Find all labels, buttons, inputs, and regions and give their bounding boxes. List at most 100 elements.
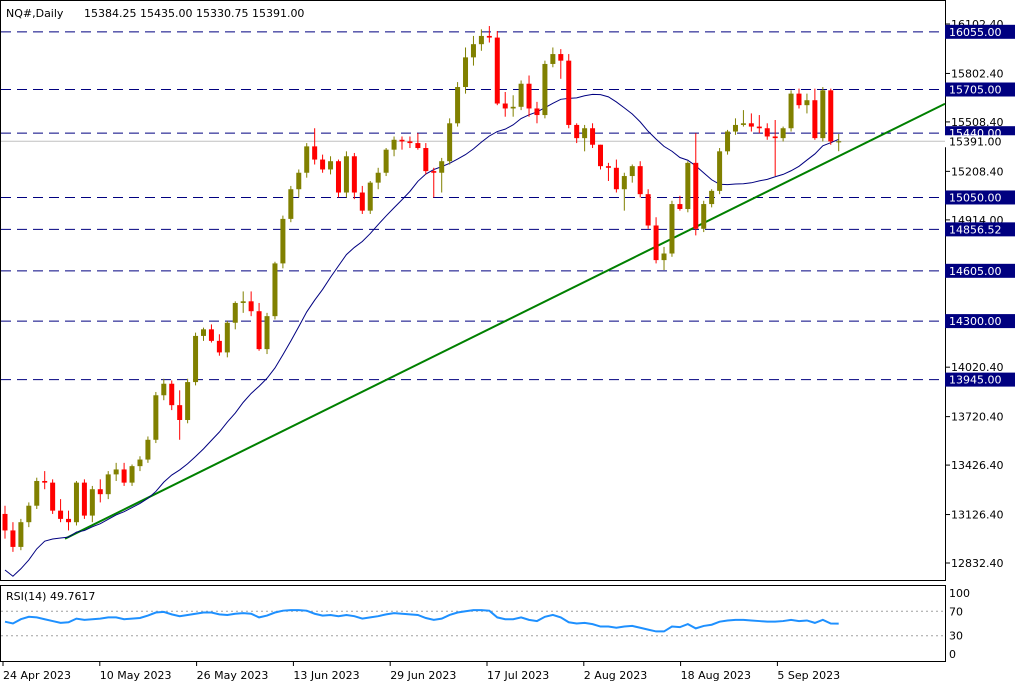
candlestick-series	[2, 26, 842, 552]
moving-average	[4, 93, 839, 577]
candle-body	[566, 60, 572, 125]
candle-body	[423, 148, 429, 172]
candle-body	[288, 189, 294, 219]
candle-body	[772, 136, 778, 139]
candle-body	[399, 139, 405, 142]
rsi-panel-frame	[0, 585, 946, 662]
candle-body	[105, 474, 111, 495]
candle-body	[216, 340, 222, 353]
candle-body	[804, 100, 810, 106]
horizontal-levels	[1, 31, 945, 381]
time-tick-label: 18 Aug 2023	[681, 669, 751, 682]
rsi-tick-label: 30	[949, 630, 963, 643]
candle-body	[312, 146, 318, 160]
candle-body	[232, 302, 238, 323]
time-tick-label: 29 Jun 2023	[390, 669, 456, 682]
candle-body	[748, 123, 754, 127]
candle-body	[177, 405, 183, 420]
time-axis: 24 Apr 2023 10 May 2023 26 May 2023 13 Jun …	[2, 661, 840, 682]
candle-body	[447, 123, 453, 162]
time-tick-label: 17 Jul 2023	[487, 669, 549, 682]
price-tick-label: 12832.40	[951, 557, 1004, 570]
candle-body	[161, 383, 167, 396]
candle-body	[256, 311, 262, 350]
candle-body	[550, 54, 556, 64]
candle-body	[796, 93, 802, 106]
candle-body	[828, 90, 834, 142]
candle-body	[272, 263, 278, 317]
price-tick-label: 15508.40	[951, 116, 1004, 129]
level-tag-label: 14300.00	[949, 315, 1002, 328]
candle-body	[780, 128, 786, 139]
candle-body	[129, 466, 135, 483]
candle-body	[2, 513, 8, 531]
candle-body	[574, 124, 580, 139]
level-tag	[945, 372, 1015, 387]
candle-body	[669, 204, 675, 254]
candle-body	[693, 162, 699, 229]
candle-body	[185, 382, 191, 420]
candle-body	[470, 44, 476, 58]
time-tick-label: 5 Sep 2023	[777, 669, 840, 682]
candle-body	[169, 383, 175, 406]
candle-body	[296, 172, 302, 190]
candle-body	[18, 522, 24, 547]
rsi-line	[4, 609, 839, 633]
candle-body	[10, 530, 16, 547]
candle-body	[836, 141, 842, 143]
candle-body	[661, 253, 667, 261]
trendline-line	[64, 102, 946, 540]
candle-body	[558, 54, 564, 61]
candle-body	[193, 335, 199, 383]
candle-body	[510, 106, 516, 109]
candle-body	[621, 176, 627, 190]
level-tag-label: 14605.00	[949, 265, 1002, 278]
candle-body	[820, 90, 826, 139]
candle-body	[613, 167, 619, 190]
candle-body	[463, 57, 469, 88]
candle-body	[725, 131, 731, 152]
rsi-axis: 100 70 30 0	[949, 587, 970, 661]
price-axis: 16102.4015802.4015508.4015208.4014914.00…	[945, 18, 1004, 570]
current-price-label: 15391.00	[949, 135, 1002, 148]
candle-body	[431, 171, 437, 173]
rsi-tick-label: 70	[949, 605, 963, 618]
rsi-label: RSI(14) 49.7617	[6, 590, 95, 603]
candle-body	[359, 192, 365, 211]
candle-body	[637, 166, 643, 195]
candle-body	[542, 63, 548, 116]
candle-body	[73, 482, 79, 523]
price-tick-label: 13720.40	[951, 411, 1004, 424]
candle-body	[534, 108, 540, 116]
rsi-polyline	[4, 609, 839, 633]
level-tag-label: 14856.52	[949, 223, 1002, 236]
candle-body	[50, 482, 56, 511]
candle-body	[224, 322, 230, 353]
candle-body	[121, 469, 127, 483]
candle-body	[97, 489, 103, 495]
time-tick-label: 10 May 2023	[100, 669, 172, 682]
candle-body	[248, 301, 254, 312]
level-tag	[945, 24, 1015, 39]
rsi-tick-label: 0	[949, 648, 956, 661]
candle-body	[34, 480, 40, 506]
price-tick-label: 13126.40	[951, 509, 1004, 522]
candle-body	[685, 162, 691, 210]
candle-body	[701, 204, 707, 229]
candle-body	[518, 83, 524, 107]
candle-body	[328, 161, 334, 170]
candle-body	[137, 459, 143, 467]
candle-body	[42, 480, 48, 483]
candle-body	[709, 190, 715, 205]
level-tag	[945, 190, 1015, 205]
time-tick-label: 2 Aug 2023	[584, 669, 647, 682]
candle-body	[582, 128, 588, 139]
candle-body	[494, 37, 500, 104]
price-tick-label: 15208.40	[951, 165, 1004, 178]
candle-body	[502, 103, 508, 109]
level-tag	[945, 263, 1015, 278]
candle-body	[717, 151, 723, 191]
level-tag-label: 15705.00	[949, 84, 1002, 97]
candle-body	[391, 139, 397, 150]
